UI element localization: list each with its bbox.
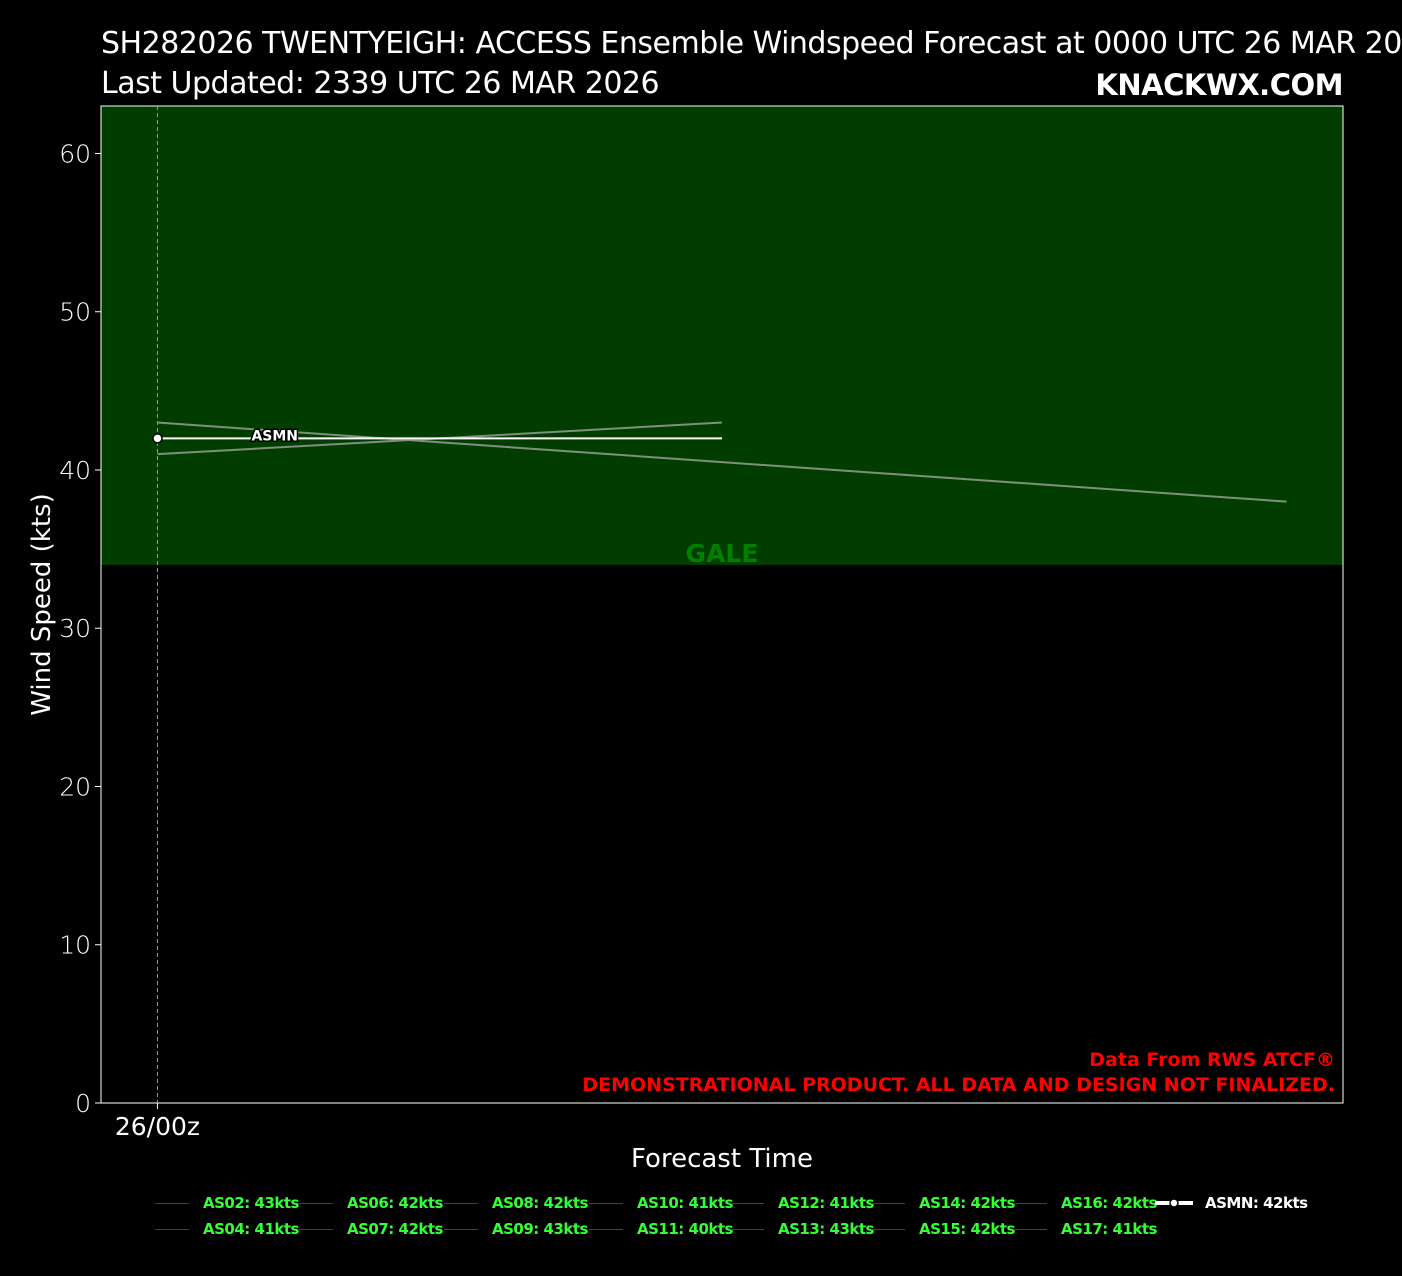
legend-entry: AS14: 42kts: [871, 1192, 1015, 1214]
legend-entry: AS04: 41kts: [155, 1218, 299, 1240]
legend-swatch: [155, 1202, 189, 1204]
y-axis-label: Wind Speed (kts): [27, 493, 57, 715]
plot-frame: [100, 105, 1344, 1104]
category-band-gale: [101, 106, 1343, 565]
x-axis-label: Forecast Time: [631, 1144, 813, 1174]
series-marker-asmn: [152, 433, 163, 444]
mean-series-label: ASMN: [251, 428, 298, 444]
data-source-note: Data From RWS ATCF®: [1089, 1049, 1335, 1071]
series-line-as08: [157, 421, 1287, 503]
legend-label: AS16: 42kts: [1061, 1194, 1157, 1212]
legend-label: AS14: 42kts: [919, 1194, 1015, 1212]
chart-subtitle: Last Updated: 2339 UTC 26 MAR 2026: [101, 66, 660, 101]
legend-label: AS12: 41kts: [778, 1194, 874, 1212]
legend-entry: AS15: 42kts: [871, 1218, 1015, 1240]
legend-label: ASMN: 42kts: [1205, 1194, 1308, 1212]
legend-entry: AS07: 42kts: [299, 1218, 443, 1240]
legend-swatch: [871, 1228, 905, 1230]
legend-label: AS09: 43kts: [492, 1220, 588, 1238]
x-tick-label: 26/00z: [115, 1112, 200, 1141]
legend-entry: AS09: 43kts: [444, 1218, 588, 1240]
legend-entry-mean: ASMN: 42kts: [1155, 1192, 1308, 1214]
brand-logo-text: KNACKWX.COM: [1095, 68, 1343, 102]
legend-entry: AS11: 40kts: [589, 1218, 733, 1240]
y-tick-label: 40: [59, 456, 91, 485]
legend-entry: AS10: 41kts: [589, 1192, 733, 1214]
y-tick-label: 0: [75, 1089, 91, 1118]
chart-title: SH282026 TWENTYEIGH: ACCESS Ensemble Win…: [101, 26, 1402, 61]
y-tick-label: 10: [59, 931, 91, 960]
legend-swatch-marker: [1169, 1198, 1179, 1208]
legend-label: AS07: 42kts: [347, 1220, 443, 1238]
legend-entry: AS13: 43kts: [730, 1218, 874, 1240]
legend-label: AS13: 43kts: [778, 1220, 874, 1238]
legend-swatch: [1013, 1202, 1047, 1204]
legend-swatch-mean: [1155, 1198, 1193, 1208]
legend-label: AS06: 42kts: [347, 1194, 443, 1212]
y-tick-label: 20: [59, 772, 91, 801]
legend-swatch: [871, 1202, 905, 1204]
legend-label: AS10: 41kts: [637, 1194, 733, 1212]
legend-label: AS04: 41kts: [203, 1220, 299, 1238]
legend-entry: AS12: 41kts: [730, 1192, 874, 1214]
legend-swatch: [589, 1228, 623, 1230]
legend-label: AS08: 42kts: [492, 1194, 588, 1212]
legend-entry: AS16: 42kts: [1013, 1192, 1157, 1214]
legend-entry: AS17: 41kts: [1013, 1218, 1157, 1240]
legend-swatch: [444, 1228, 478, 1230]
legend: AS02: 43kts AS04: 41kts AS06: 42kts AS07: 4…: [150, 1192, 1350, 1252]
legend-label: AS11: 40kts: [637, 1220, 733, 1238]
legend-label: AS15: 42kts: [919, 1220, 1015, 1238]
y-tick-label: 60: [59, 139, 91, 168]
legend-swatch: [299, 1228, 333, 1230]
y-tick-label: 50: [59, 298, 91, 327]
legend-label: AS17: 41kts: [1061, 1220, 1157, 1238]
legend-entry: AS08: 42kts: [444, 1192, 588, 1214]
legend-entry: AS02: 43kts: [155, 1192, 299, 1214]
legend-swatch: [299, 1202, 333, 1204]
legend-entry: AS06: 42kts: [299, 1192, 443, 1214]
y-tick-label: 30: [59, 614, 91, 643]
legend-swatch: [1013, 1228, 1047, 1230]
legend-swatch: [589, 1202, 623, 1204]
legend-swatch: [155, 1228, 189, 1230]
legend-swatch: [444, 1202, 478, 1204]
legend-swatch: [730, 1202, 764, 1204]
legend-swatch: [730, 1228, 764, 1230]
category-label-gale: GALE: [686, 539, 759, 568]
legend-label: AS02: 43kts: [203, 1194, 299, 1212]
demo-disclaimer: DEMONSTRATIONAL PRODUCT. ALL DATA AND DE…: [582, 1074, 1335, 1096]
